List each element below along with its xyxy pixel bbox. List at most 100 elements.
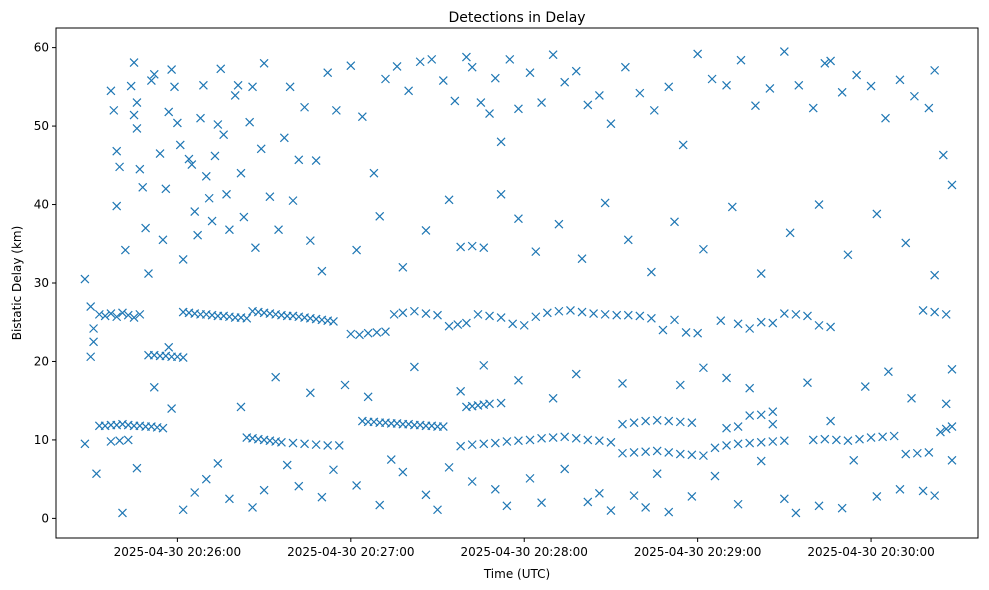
data-point-marker bbox=[467, 241, 477, 251]
data-point-marker bbox=[826, 56, 836, 66]
data-point-marker bbox=[745, 324, 755, 333]
data-point-marker bbox=[256, 144, 266, 154]
data-point-marker bbox=[831, 435, 841, 445]
data-point-marker bbox=[756, 410, 766, 420]
data-point-marker bbox=[485, 109, 494, 118]
data-point-marker bbox=[583, 100, 593, 110]
data-point-marker bbox=[352, 245, 362, 255]
data-point-marker bbox=[164, 342, 174, 352]
data-point-marker bbox=[433, 505, 442, 515]
data-point-marker bbox=[733, 499, 743, 509]
data-point-marker bbox=[606, 437, 616, 447]
data-point-marker bbox=[756, 269, 766, 279]
data-point-marker bbox=[600, 198, 610, 208]
data-point-marker bbox=[664, 82, 674, 92]
data-point-marker bbox=[331, 105, 341, 115]
data-point-marker bbox=[201, 171, 211, 181]
data-point-marker bbox=[485, 311, 494, 321]
data-point-marker bbox=[496, 313, 506, 322]
data-point-marker bbox=[479, 360, 489, 370]
data-point-marker bbox=[294, 155, 304, 165]
data-point-marker bbox=[768, 419, 778, 429]
data-point-marker bbox=[878, 432, 888, 442]
x-axis: 2025-04-30 20:26:00 2025-04-30 20:27:00 20… bbox=[114, 538, 935, 559]
data-point-marker bbox=[239, 212, 249, 222]
data-point-marker bbox=[514, 375, 523, 385]
data-point-marker bbox=[641, 447, 651, 457]
data-point-marker bbox=[849, 455, 859, 465]
data-point-marker bbox=[652, 446, 662, 456]
data-point-marker bbox=[415, 57, 425, 67]
data-point-marker bbox=[398, 467, 408, 477]
data-point-marker bbox=[629, 448, 639, 457]
x-tick-label: 2025-04-30 20:28:00 bbox=[460, 545, 587, 559]
data-point-marker bbox=[907, 393, 916, 403]
data-point-marker bbox=[814, 320, 824, 330]
data-point-marker bbox=[409, 362, 419, 372]
data-point-marker bbox=[525, 435, 535, 445]
data-point-marker bbox=[198, 80, 208, 90]
data-point-marker bbox=[129, 110, 139, 120]
data-point-marker bbox=[675, 417, 685, 427]
data-point-marker bbox=[259, 58, 269, 68]
data-point-marker bbox=[300, 439, 309, 449]
data-point-marker bbox=[490, 438, 500, 448]
data-point-marker bbox=[190, 488, 200, 497]
data-point-marker bbox=[355, 330, 364, 340]
chart-title: Detections in Delay bbox=[448, 10, 585, 26]
data-point-marker bbox=[392, 62, 402, 71]
data-point-marker bbox=[852, 70, 862, 80]
data-point-marker bbox=[155, 149, 165, 158]
data-point-marker bbox=[687, 450, 697, 460]
data-point-marker bbox=[785, 228, 795, 238]
y-tick-label: 30 bbox=[34, 276, 49, 290]
data-point-marker bbox=[138, 182, 148, 192]
data-point-marker bbox=[363, 392, 373, 402]
data-point-marker bbox=[670, 217, 679, 227]
data-point-marker bbox=[375, 500, 385, 510]
data-point-marker bbox=[779, 494, 789, 504]
data-point-marker bbox=[930, 65, 940, 75]
data-point-marker bbox=[583, 497, 593, 507]
data-point-marker bbox=[456, 386, 466, 396]
data-point-marker bbox=[94, 309, 104, 319]
data-point-marker bbox=[941, 424, 951, 434]
data-point-marker bbox=[843, 250, 853, 260]
data-point-marker bbox=[210, 151, 220, 161]
data-point-marker bbox=[167, 404, 177, 413]
data-point-marker bbox=[80, 439, 90, 449]
data-point-marker bbox=[941, 399, 951, 409]
data-point-marker bbox=[372, 328, 382, 337]
plot-frame bbox=[55, 27, 979, 539]
data-point-marker bbox=[519, 320, 529, 330]
data-point-marker bbox=[768, 318, 778, 328]
data-point-marker bbox=[118, 308, 127, 318]
data-point-marker bbox=[918, 486, 928, 496]
data-point-marker bbox=[311, 156, 321, 166]
y-tick-label: 10 bbox=[34, 433, 49, 447]
data-point-marker bbox=[872, 491, 882, 501]
data-point-marker bbox=[346, 329, 356, 339]
data-point-marker bbox=[456, 441, 466, 451]
data-point-marker bbox=[305, 236, 315, 246]
data-point-marker bbox=[190, 207, 200, 217]
data-point-marker bbox=[346, 61, 356, 71]
data-point-marker bbox=[514, 436, 523, 446]
data-point-marker bbox=[381, 74, 390, 84]
data-point-marker bbox=[629, 491, 639, 501]
data-point-marker bbox=[178, 505, 188, 515]
data-point-marker bbox=[675, 380, 685, 390]
data-point-marker bbox=[421, 309, 431, 319]
data-point-marker bbox=[216, 64, 226, 74]
data-point-marker bbox=[756, 456, 766, 466]
data-point-marker bbox=[213, 120, 223, 129]
data-point-marker bbox=[398, 262, 408, 272]
data-point-marker bbox=[149, 382, 159, 392]
data-point-marker bbox=[548, 433, 558, 442]
data-point-marker bbox=[826, 322, 836, 332]
data-point-marker bbox=[461, 52, 471, 62]
data-point-marker bbox=[204, 193, 214, 203]
data-point-marker bbox=[126, 81, 136, 91]
data-point-marker bbox=[918, 306, 928, 315]
data-point-marker bbox=[571, 433, 581, 443]
